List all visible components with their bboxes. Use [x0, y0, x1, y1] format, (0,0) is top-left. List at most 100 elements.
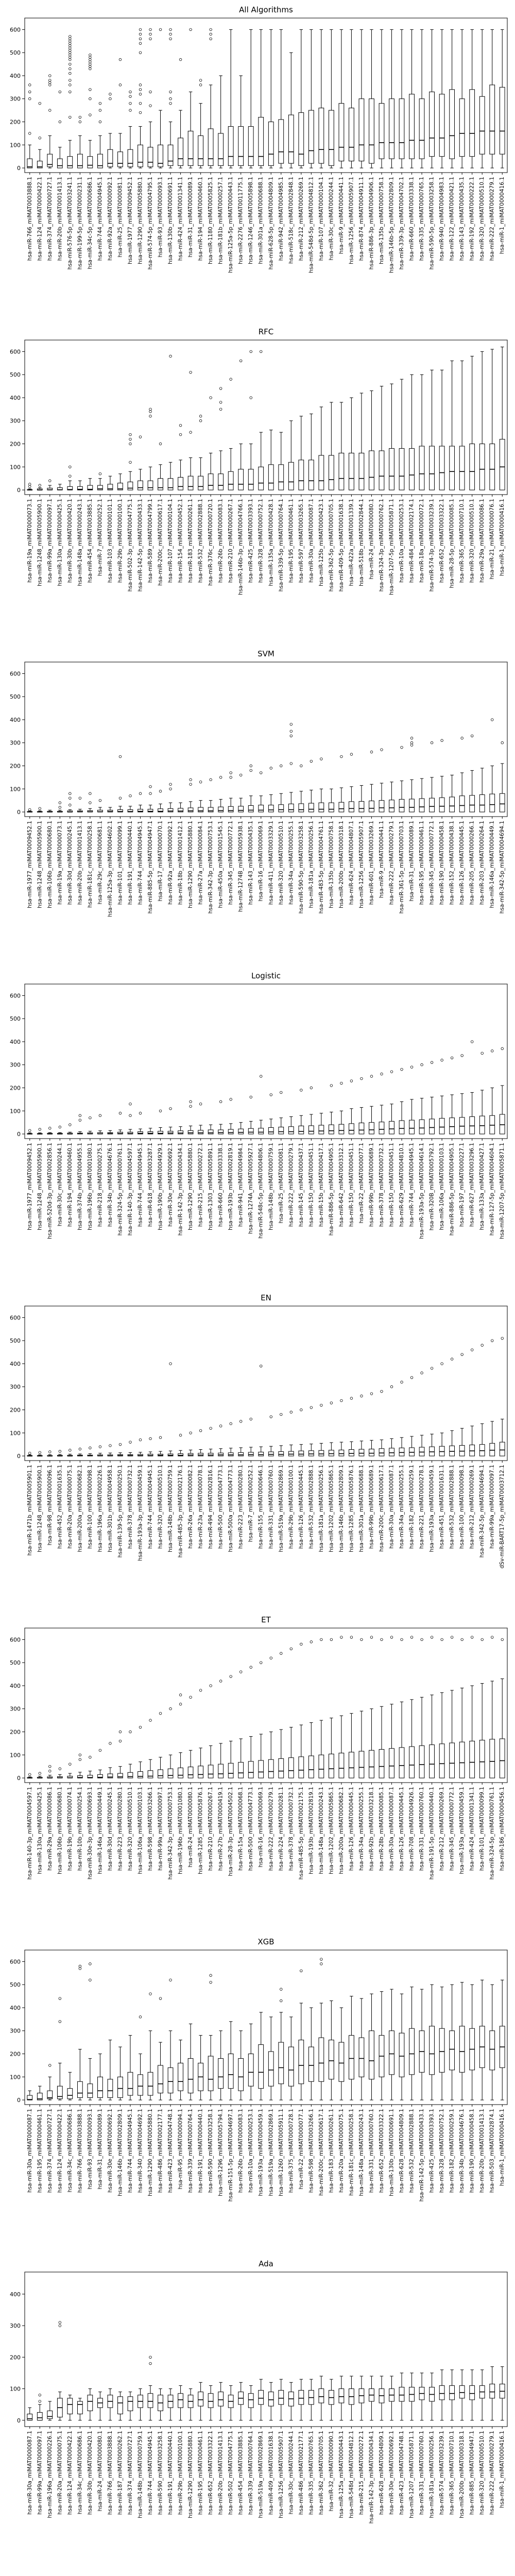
- x-tick-label: hsa-miR-7_miMAT0000252.1: [248, 1465, 254, 1542]
- x-tick-label: hsa-miR-133a_miMAT0000427.1: [479, 1143, 485, 1230]
- outlier-point: [38, 1128, 41, 1131]
- outlier-point: [109, 93, 112, 96]
- box-36: hsa-miR-200c_miMAT0000617.1: [379, 1389, 385, 1552]
- outlier-point: [98, 109, 102, 112]
- outlier-point: [159, 1436, 162, 1439]
- box-3: hsa-miR-374_miMAT0000727.1: [47, 74, 53, 261]
- outlier-point: [350, 1079, 353, 1082]
- outlier-point: [289, 762, 293, 765]
- outlier-point: [260, 771, 263, 774]
- box-2: hsa-miR-1248_miMAT0005900.1: [37, 1451, 43, 1552]
- chart-title: RFC: [259, 327, 274, 336]
- outlier-point: [78, 120, 82, 124]
- box-38: hsa-miR-423_miMAT0004748.1: [399, 2372, 405, 2515]
- box-47: hsa-miR-146a_miMAT0000449.1: [489, 718, 495, 908]
- iqr-box: [399, 1120, 405, 1134]
- outlier-point: [169, 787, 172, 790]
- x-tick-label: hsa-miR-29a_miMAT0000086.1: [47, 1787, 53, 1871]
- chart-panel-2: RFC 0 100 200 300 400 500 600 hsa-miR-19a_miMAT0…: [10, 327, 508, 595]
- box-43: hsa-miR-152_miMAT0000438.1: [449, 774, 455, 905]
- box-24: hsa-miR-519a_miMAT0002869.1: [258, 2379, 264, 2518]
- outlier-point: [48, 2064, 52, 2067]
- outlier-point: [229, 1422, 232, 1426]
- box-25: hsa-miR-411_miMAT0003329.1: [268, 767, 274, 905]
- x-tick-label: hsa-miR-597_miMAT0003265.1: [298, 499, 304, 583]
- outlier-point: [269, 767, 272, 770]
- outlier-point: [420, 1638, 423, 1641]
- box-37: hsa-miR-150_miMAT0000451.1: [389, 1070, 395, 1227]
- chart-panel-1: All Algorithms 0 100 200 300 400 500 600 hsa-miR…: [10, 5, 508, 273]
- outlier-point: [340, 1081, 343, 1085]
- x-tick-label: hsa-miR-212_miMAT0000269.1: [298, 177, 304, 261]
- outlier-point: [470, 1040, 474, 1043]
- y-tick-label: 200: [10, 1406, 21, 1413]
- box-19: hsa-miR-210_miMAT0000267.1: [208, 1684, 214, 1871]
- x-tick-label: hsa-miR-181b_miMAT0000257.1: [218, 177, 224, 264]
- outlier-point: [400, 1638, 403, 1641]
- outlier-point: [269, 1093, 272, 1096]
- box-36: hsa-miR-9_miMAT0000441.1: [379, 748, 385, 898]
- iqr-box: [147, 147, 153, 167]
- x-tick-label: hsa-miR-30e-3p_miMAT0000693.1: [87, 1787, 93, 1879]
- box-17: hsa-miR-1290_miMAT0005880.1: [187, 778, 194, 908]
- box-30: hsa-miR-362_miMAT0000705.1: [318, 2376, 324, 2515]
- iqr-box: [27, 158, 33, 168]
- outlier-point: [209, 37, 212, 40]
- x-tick-label: hsa-miR-126_miMAT0000445.1: [298, 1465, 304, 1549]
- iqr-box: [268, 2051, 274, 2087]
- box-28: hsa-miR-486_miMAT0002177.1: [298, 2379, 304, 2515]
- outlier-point: [149, 2355, 152, 2359]
- outlier-point: [149, 32, 152, 36]
- iqr-box: [358, 98, 365, 162]
- iqr-box: [389, 1121, 394, 1134]
- x-tick-label: hsa-miR-1290_miMAT0005880.1: [187, 821, 194, 908]
- x-tick-label: hsa-miR-590_miMAT0003258.1: [208, 2109, 214, 2193]
- box-14: hsa-miR-93_miMAT0000093.1: [158, 28, 164, 258]
- box-10: hsa-miR-223_miMAT0000280.1: [117, 1730, 123, 1871]
- iqr-box: [329, 1124, 334, 1134]
- y-tick-label: 500: [10, 693, 21, 700]
- outlier-point: [58, 90, 62, 93]
- outlier-point: [370, 1392, 373, 1395]
- box-29: hsa-miR-150_miMAT0000451.1: [308, 1086, 314, 1227]
- x-tick-label: hsa-miR-140-3p_miMAT0004597.1: [127, 1143, 133, 1235]
- iqr-box: [77, 486, 83, 490]
- iqr-box: [379, 1749, 385, 1778]
- outlier-point: [109, 1444, 112, 1447]
- iqr-box: [238, 1128, 244, 1134]
- x-tick-label: hsa-miR-628_miMAT0004809.1: [379, 2431, 385, 2515]
- outlier-point: [169, 1107, 172, 1110]
- x-tick-label: hsa-miR-450a_miMAT0001545.1: [218, 821, 224, 908]
- x-tick-label: hsa-miR-222_miMAT0000279.1: [489, 177, 495, 261]
- box-42: hsa-miR-190_miMAT0000458.1: [439, 739, 445, 905]
- box-5: hsa-miR-34c_miMAT0000686.1: [67, 2072, 73, 2192]
- x-tick-label: hsa-miR-1207_miMAT0005871.1: [409, 2431, 415, 2518]
- x-tick-label: hsa-miR-24_miMAT0000080.1: [368, 499, 374, 580]
- outlier-point: [89, 65, 92, 68]
- outlier-point: [58, 1125, 62, 1129]
- outlier-point: [89, 56, 92, 59]
- x-tick-label: hsa-miR-1207-5p_miMAT0005871.1: [389, 499, 395, 595]
- x-tick-label: hsa-miR-15a_miMAT0000068.1: [238, 1787, 244, 1871]
- box-34: hsa-miR-518b_miMAT0002844.1: [358, 393, 365, 586]
- outlier-point: [491, 1049, 494, 1053]
- box-35: hsa-miR-92b_miMAT0003218.1: [368, 1636, 374, 1871]
- box-21: hsa-miR-193b_miMAT0002819.1: [228, 1098, 234, 1230]
- outlier-point: [78, 1114, 82, 1117]
- iqr-box: [379, 1448, 385, 1456]
- box-27: hsa-miR-378_miMAT0000732.1: [288, 1647, 294, 1871]
- x-tick-label: hsa-miR-126_miMAT0000445.1: [399, 1787, 405, 1871]
- box-30: hsa-miR-148a_miMAT0000243.1: [318, 1638, 324, 1874]
- iqr-box: [258, 1128, 264, 1134]
- iqr-box: [439, 2385, 445, 2400]
- outlier-point: [129, 433, 132, 436]
- outlier-point: [330, 1084, 333, 1087]
- box-25: hsa-miR-409_miMAT0001638.1: [268, 2382, 274, 2515]
- outlier-point: [118, 755, 122, 758]
- x-tick-label: hsa-miR-140-3p_miMAT0004597.1: [27, 1787, 33, 1879]
- x-tick-label: hsa-miR-328_miMAT0000752.1: [439, 2109, 445, 2193]
- iqr-box: [238, 806, 244, 812]
- outlier-point: [68, 53, 72, 57]
- iqr-box: [228, 1129, 234, 1134]
- iqr-box: [298, 1125, 304, 1134]
